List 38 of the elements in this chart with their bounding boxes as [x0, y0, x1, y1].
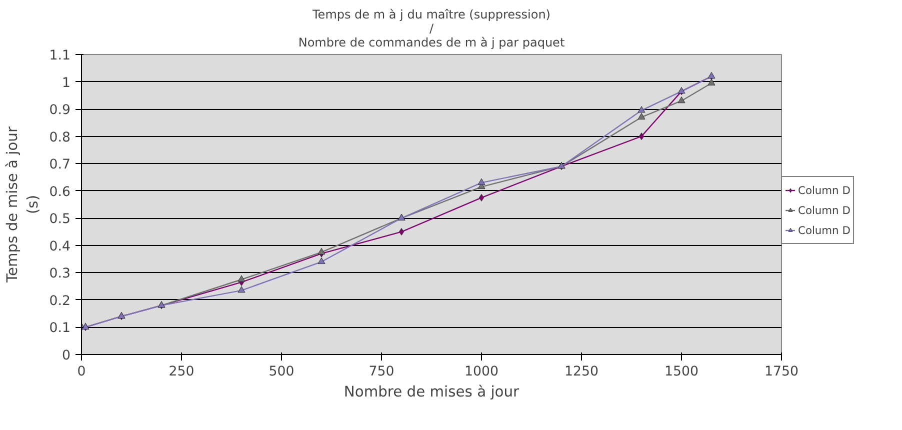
y-tick-label: 0.1: [49, 321, 71, 336]
point: [478, 178, 486, 185]
point: [238, 275, 246, 282]
point: [318, 257, 326, 264]
legend-label: Column D: [798, 204, 850, 216]
point: [318, 248, 326, 254]
x-tick-label: 1500: [664, 364, 698, 380]
y-tick-label: 0.7: [49, 158, 71, 173]
chart-title: Temps de m à j du maître (suppression) / Nombre de commandes de m à j par paquet: [298, 8, 565, 50]
x-axis-title: Nombre de mises à jour: [344, 384, 520, 400]
x-tick-label: 1250: [564, 364, 598, 380]
y-tick-label: 0.9: [49, 103, 71, 118]
point: [678, 96, 686, 104]
y-tick-label: 0.3: [49, 266, 71, 282]
point: [398, 228, 404, 236]
y-tick-label: 0.2: [49, 294, 71, 309]
x-tick-label: 1750: [764, 364, 798, 380]
x-tick-label: 1000: [464, 364, 498, 380]
y-tick-label: 0.5: [49, 212, 71, 228]
x-tick-label: 0: [77, 364, 86, 380]
x-tick-label: 500: [268, 364, 294, 380]
point: [638, 132, 644, 140]
point: [478, 194, 484, 202]
x-tick-label: 750: [368, 364, 394, 380]
point: [708, 78, 716, 86]
point: [638, 112, 646, 120]
y-tick-label: 0.6: [49, 184, 71, 200]
y-axis-title: Temps de mise à jour (s): [4, 126, 42, 284]
y-tick-label: 0.8: [49, 130, 71, 146]
y-tick-label: 1: [62, 76, 71, 91]
y-tick-label: 0.4: [49, 239, 71, 254]
legend-label: Column D: [798, 224, 850, 236]
point: [638, 106, 646, 113]
y-tick-label: 0: [62, 348, 71, 364]
point: [238, 286, 246, 293]
y-tick-label: 1.1: [49, 48, 71, 64]
legend-label: Column D: [798, 184, 850, 196]
x-tick-label: 250: [168, 364, 194, 380]
